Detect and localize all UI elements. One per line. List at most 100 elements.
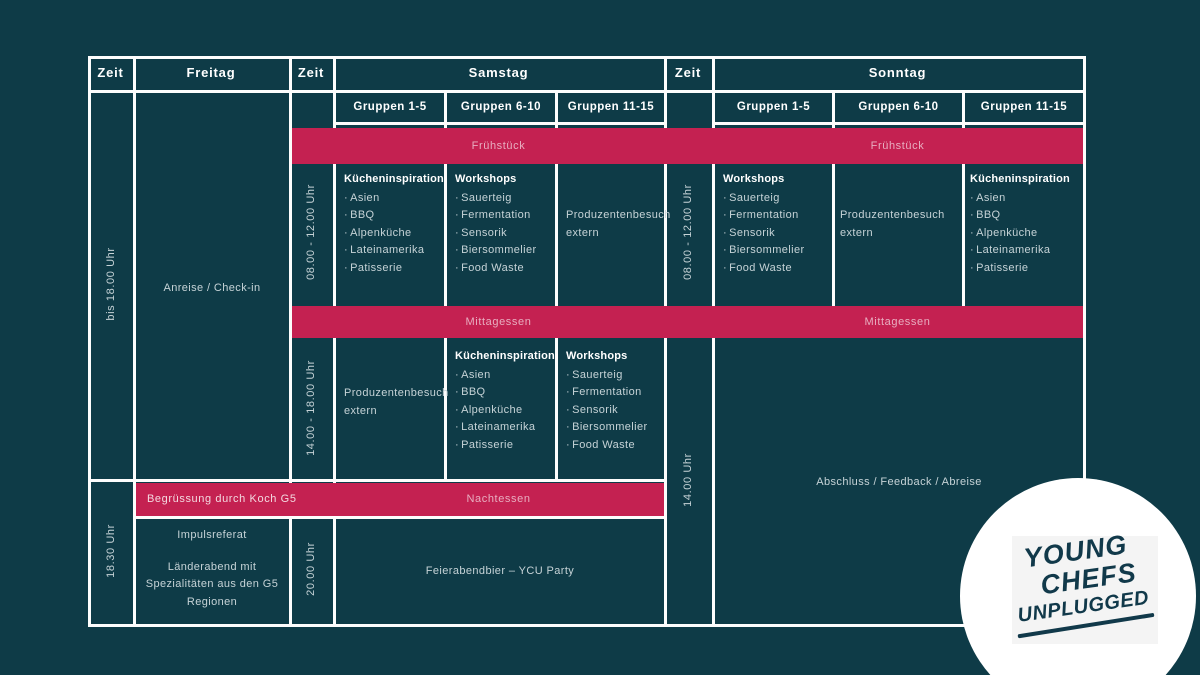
cell-sun-morning-g3-kitchen: Kücheninspiration AsienBBQAlpenkücheLate… [970, 171, 1078, 277]
program-list: SauerteigFermentationSensorikBiersommeli… [566, 367, 662, 455]
grid-line-left-border [88, 56, 91, 627]
grid-line-groups-bottom-sun [712, 122, 1086, 125]
program-item: Fermentation [723, 207, 828, 225]
grid-line-v-sat-g3 [555, 93, 558, 479]
cell-sat-morning-g2-workshops: Workshops SauerteigFermentationSensorikB… [455, 171, 551, 277]
band-lunch [292, 306, 1083, 338]
program-title: Workshops [455, 173, 517, 185]
program-item: Asien [970, 190, 1078, 208]
program-item: Alpenküche [970, 225, 1078, 243]
program-item: Sauerteig [455, 190, 551, 208]
group-header-sat-2: Gruppen 6-10 [460, 101, 542, 113]
grid-line-v-sun-zeit [664, 56, 667, 624]
grid-line-top [88, 56, 1086, 59]
program-item: Alpenküche [344, 225, 440, 243]
program-title: Workshops [723, 173, 785, 185]
program-item: Sauerteig [723, 190, 828, 208]
cell-saturday-party: Feierabendbier – YCU Party [425, 564, 575, 577]
program-item: Food Waste [723, 260, 828, 278]
time-sat-evening: 20.00 Uhr [305, 542, 317, 596]
program-item: Alpenküche [455, 402, 551, 420]
program-title: Kücheninspiration [970, 173, 1070, 185]
program-list: SauerteigFermentationSensorikBiersommeli… [455, 190, 551, 278]
program-item: Patisserie [344, 260, 440, 278]
header-friday: Freitag [186, 65, 236, 80]
breakfast-label-sunday: Frühstück [870, 140, 925, 152]
program-item: Sensorik [455, 225, 551, 243]
grid-line-v-sun-g1 [712, 56, 715, 624]
cell-sat-afternoon-g2-kitchen: Kücheninspiration AsienBBQAlpenkücheLate… [455, 348, 555, 455]
header-saturday: Samstag [468, 65, 529, 80]
band-breakfast [292, 128, 1083, 164]
program-list: AsienBBQAlpenkücheLateinamerikaPatisseri… [970, 190, 1078, 278]
program-item: Sensorik [723, 225, 828, 243]
header-zeit-saturday: Zeit [297, 65, 325, 80]
group-header-sun-3: Gruppen 11-15 [980, 101, 1068, 113]
grid-line-groups-bottom-sat [333, 122, 664, 125]
young-chefs-unplugged-logo: YOUNG CHEFS UNPLUGGED [960, 478, 1196, 675]
program-title: Kücheninspiration [344, 173, 444, 185]
program-item: Asien [455, 367, 551, 385]
time-friday-day: bis 18.00 Uhr [105, 247, 117, 321]
friday-evening-country-night: Länderabend mit Spezialitäten aus den G5… [145, 560, 279, 608]
cell-sat-morning-g1-kitchen: Kücheninspiration AsienBBQAlpenkücheLate… [344, 171, 444, 278]
program-item: BBQ [455, 384, 551, 402]
program-item: BBQ [344, 207, 440, 225]
time-sat-morning: 08.00 - 12.00 Uhr [305, 184, 317, 280]
program-item: Fermentation [566, 384, 662, 402]
time-sun-afternoon: 14.00 Uhr [682, 453, 694, 507]
cell-sat-morning-g3-producer: Produzentenbesuch extern [566, 209, 671, 239]
program-item: Sensorik [566, 402, 662, 420]
program-title: Workshops [566, 350, 628, 362]
program-item: Biersommelier [723, 242, 828, 260]
cell-friday-arrival: Anreise / Check-in [163, 282, 261, 294]
program-item: Lateinamerika [344, 242, 440, 260]
cell-sun-morning-g1-workshops: Workshops SauerteigFermentationSensorikB… [723, 171, 828, 277]
program-item: Lateinamerika [455, 419, 551, 437]
program-item: Food Waste [455, 260, 551, 278]
grid-line-v-sun-g3 [962, 93, 965, 338]
friday-evening-keynote: Impulsreferat [177, 529, 247, 541]
program-item: Fermentation [455, 207, 551, 225]
breakfast-label-saturday: Frühstück [471, 140, 526, 152]
program-item: Patisserie [970, 260, 1078, 278]
time-sun-morning: 08.00 - 12.00 Uhr [682, 184, 694, 280]
grid-line-header-bottom [88, 90, 1086, 93]
header-zeit-friday: Zeit [97, 65, 124, 80]
program-list: AsienBBQAlpenkücheLateinamerikaPatisseri… [455, 367, 551, 455]
grid-line-dinner-top [88, 479, 664, 482]
cell-sat-afternoon-g3-workshops: Workshops SauerteigFermentationSensorikB… [566, 348, 662, 454]
grid-line-v-sat-zeit [289, 56, 292, 624]
cell-sunday-closing: Abschluss / Feedback / Abreise [816, 475, 982, 488]
grid-line-dinner-bottom [133, 516, 664, 519]
grid-line-right-border [1083, 56, 1086, 624]
time-friday-evening: 18.30 Uhr [105, 524, 117, 578]
program-item: Biersommelier [566, 419, 662, 437]
grid-line-v-friday [133, 56, 136, 624]
program-item: Food Waste [566, 437, 662, 455]
program-item: Sauerteig [566, 367, 662, 385]
group-header-sat-3: Gruppen 11-15 [567, 101, 655, 113]
header-sunday: Sonntag [868, 65, 927, 80]
grid-line-v-sat-g2 [444, 93, 447, 479]
program-title: Kücheninspiration [455, 350, 555, 362]
lunch-label-sunday: Mittagessen [864, 316, 931, 328]
program-item: BBQ [970, 207, 1078, 225]
lunch-label-saturday: Mittagessen [465, 316, 532, 328]
band-dinner [136, 483, 664, 516]
group-header-sun-1: Gruppen 1-5 [736, 101, 811, 113]
dinner-label: Nachtessen [466, 493, 531, 505]
cell-sun-morning-g2-producer: Produzentenbesuch extern [840, 209, 945, 239]
program-item: Lateinamerika [970, 242, 1078, 260]
program-list: AsienBBQAlpenkücheLateinamerikaPatisseri… [344, 190, 440, 278]
cell-friday-evening: Impulsreferat Länderabend mit Spezialitä… [138, 527, 286, 611]
header-zeit-sunday: Zeit [674, 65, 702, 80]
grid-line-v-sun-g2 [832, 93, 835, 338]
group-header-sat-1: Gruppen 1-5 [353, 101, 427, 113]
greeting-label: Begrüssung durch Koch G5 [147, 493, 297, 505]
cell-sat-afternoon-g1-producer: Produzentenbesuch extern [344, 387, 449, 417]
group-header-sun-2: Gruppen 6-10 [858, 101, 939, 113]
program-item: Patisserie [455, 437, 551, 455]
program-list: SauerteigFermentationSensorikBiersommeli… [723, 190, 828, 278]
